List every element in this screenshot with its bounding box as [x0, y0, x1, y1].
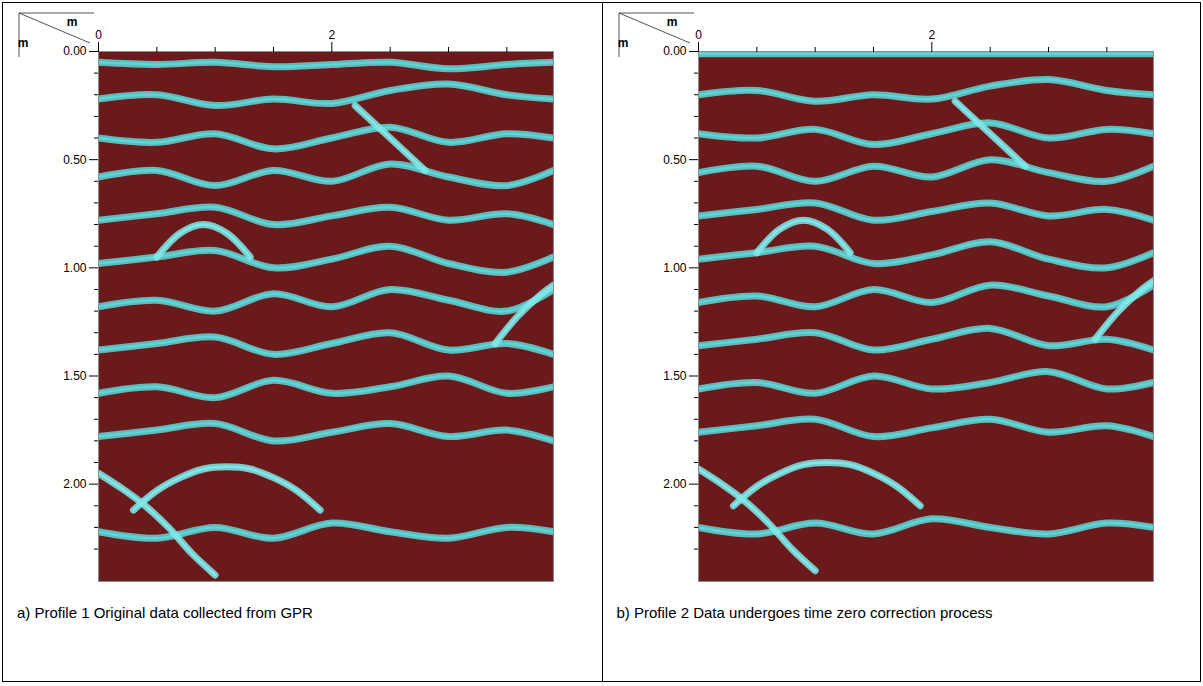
svg-text:2.00: 2.00 — [663, 477, 687, 491]
svg-text:0.00: 0.00 — [663, 44, 687, 58]
svg-text:m: m — [67, 15, 78, 29]
svg-text:1.00: 1.00 — [663, 261, 687, 275]
html-text:b) Profile 2 Data undergoes ti: b) Profile 2 Data undergoes time zero co… — [616, 604, 993, 621]
svg-text:m: m — [617, 36, 628, 50]
svg-text:1.50: 1.50 — [63, 369, 87, 383]
svg-text:1.00: 1.00 — [63, 261, 87, 275]
svg-text:0.50: 0.50 — [63, 153, 87, 167]
svg-text:0: 0 — [695, 28, 702, 42]
svg-text:0.00: 0.00 — [63, 44, 87, 58]
svg-text:2.00: 2.00 — [63, 477, 87, 491]
svg-text:1.50: 1.50 — [663, 369, 687, 383]
svg-text:m: m — [666, 15, 677, 29]
svg-text:2: 2 — [928, 28, 935, 42]
svg-text:0.50: 0.50 — [663, 153, 687, 167]
html-text:a) Profile 1 Original data col: a) Profile 1 Original data collected fro… — [17, 604, 313, 621]
svg-text:2: 2 — [328, 28, 335, 42]
svg-text:0: 0 — [95, 28, 102, 42]
svg-text:m: m — [18, 36, 29, 50]
